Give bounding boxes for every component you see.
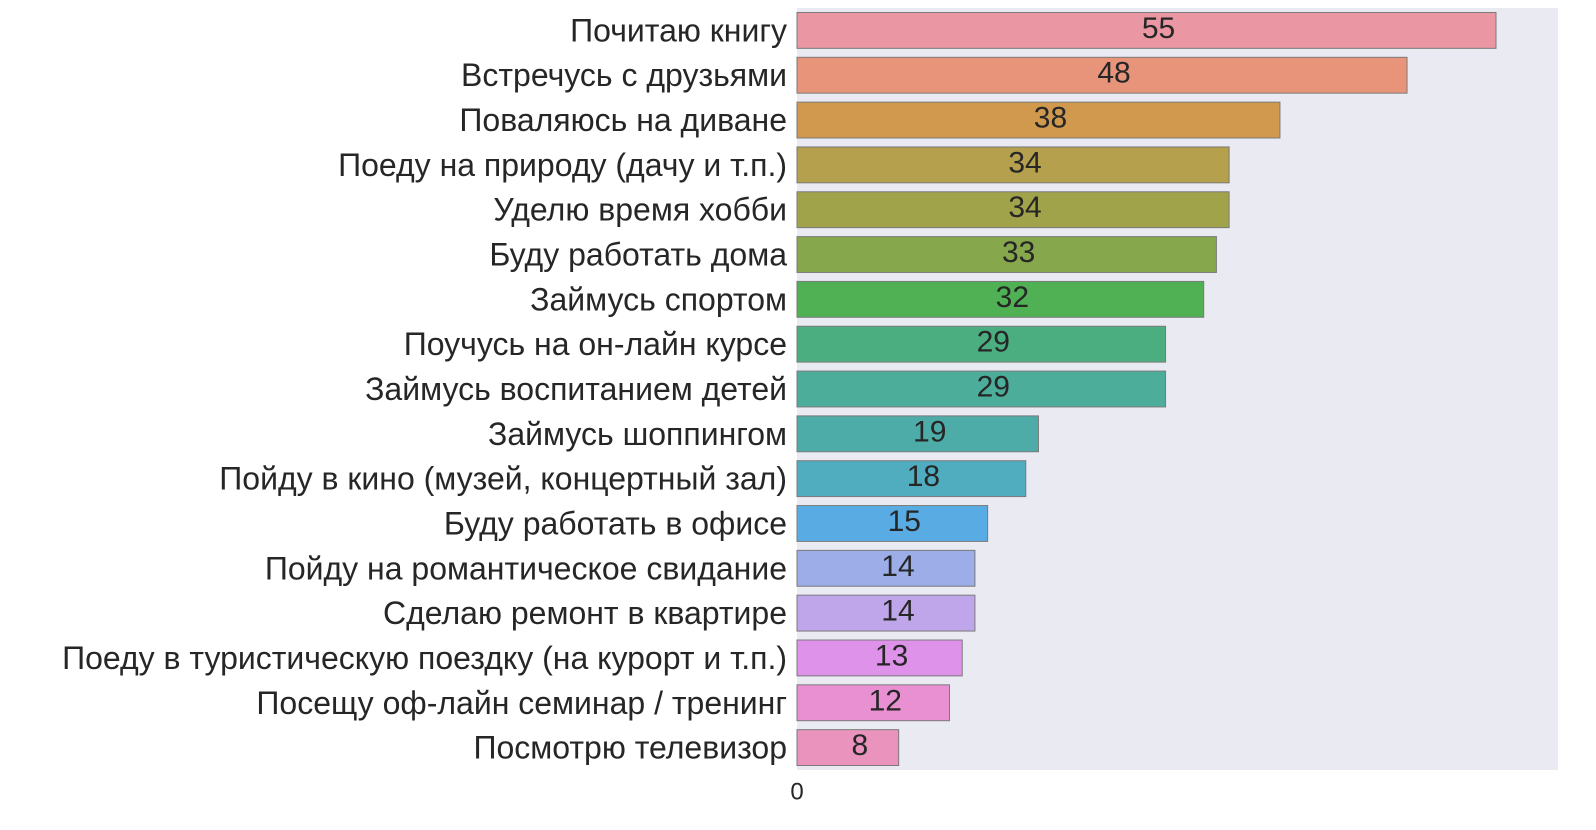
category-label: Буду работать дома bbox=[489, 237, 787, 273]
category-label: Сделаю ремонт в квартире bbox=[383, 595, 787, 631]
category-label: Пойду на романтическое свидание bbox=[265, 550, 787, 586]
category-label: Посещу оф-лайн семинар / тренинг bbox=[256, 685, 787, 721]
value-label: 55 bbox=[1142, 12, 1175, 45]
value-label: 14 bbox=[881, 550, 914, 583]
category-label: Уделю время хобби bbox=[493, 192, 787, 228]
value-label: 38 bbox=[1034, 102, 1067, 135]
bar bbox=[796, 101, 1281, 139]
bar bbox=[796, 549, 976, 587]
bar bbox=[796, 11, 1497, 49]
bar bbox=[796, 415, 1039, 453]
value-labels: 55 48 38 34 34 33 32 29 29 19 18 15 14 14 13 128 bbox=[851, 12, 1175, 762]
value-label: 48 bbox=[1097, 57, 1130, 90]
bar bbox=[796, 56, 1408, 94]
category-label: Займусь шоппингом bbox=[488, 416, 787, 452]
value-label: 33 bbox=[1002, 236, 1035, 269]
category-label: Посмотрю телевизор bbox=[473, 730, 787, 766]
bar bbox=[796, 236, 1217, 273]
value-label: 14 bbox=[881, 595, 914, 628]
value-label: 8 bbox=[851, 729, 868, 762]
category-label: Поваляюсь на диване bbox=[459, 102, 787, 138]
category-label: Займусь воспитанием детей bbox=[365, 371, 787, 407]
category-label: Займусь спортом bbox=[530, 281, 787, 317]
bar bbox=[796, 505, 989, 542]
bar bbox=[796, 280, 1205, 318]
category-label: Почитаю книгу bbox=[570, 12, 787, 48]
bar bbox=[796, 370, 1167, 408]
value-label: 32 bbox=[996, 281, 1029, 314]
bar bbox=[796, 146, 1230, 184]
category-label: Поеду в туристическую поездку (на курорт… bbox=[62, 640, 787, 676]
bar bbox=[796, 684, 951, 722]
category-label: Пойду в кино (музей, концертный зал) bbox=[219, 461, 787, 497]
value-label: 29 bbox=[977, 326, 1010, 359]
bar bbox=[796, 594, 976, 632]
bar bbox=[796, 460, 1027, 498]
value-label: 18 bbox=[907, 460, 940, 493]
category-label: Встречусь с друзьями bbox=[461, 57, 787, 93]
x-tick-label: 0 bbox=[790, 779, 803, 806]
value-label: 15 bbox=[888, 505, 921, 538]
value-label: 12 bbox=[869, 684, 902, 717]
bar bbox=[796, 325, 1167, 363]
value-label: 13 bbox=[875, 639, 908, 672]
value-label: 29 bbox=[977, 371, 1010, 404]
bar bbox=[796, 191, 1230, 229]
value-label: 34 bbox=[1008, 146, 1041, 179]
x-axis-ticks: 0 bbox=[790, 779, 803, 806]
bars-layer bbox=[796, 11, 1497, 767]
value-label: 19 bbox=[913, 415, 946, 448]
category-label: Поеду на природу (дачу и т.п.) bbox=[338, 147, 787, 183]
bar bbox=[796, 639, 963, 677]
category-label: Поучусь на он-лайн курсе bbox=[404, 326, 787, 362]
value-label: 34 bbox=[1008, 191, 1041, 224]
category-labels: Почитаю книгу Встречусь с друзьями Поваляю… bbox=[62, 12, 787, 765]
bar bbox=[796, 729, 900, 767]
category-label: Буду работать в офисе bbox=[444, 505, 787, 541]
